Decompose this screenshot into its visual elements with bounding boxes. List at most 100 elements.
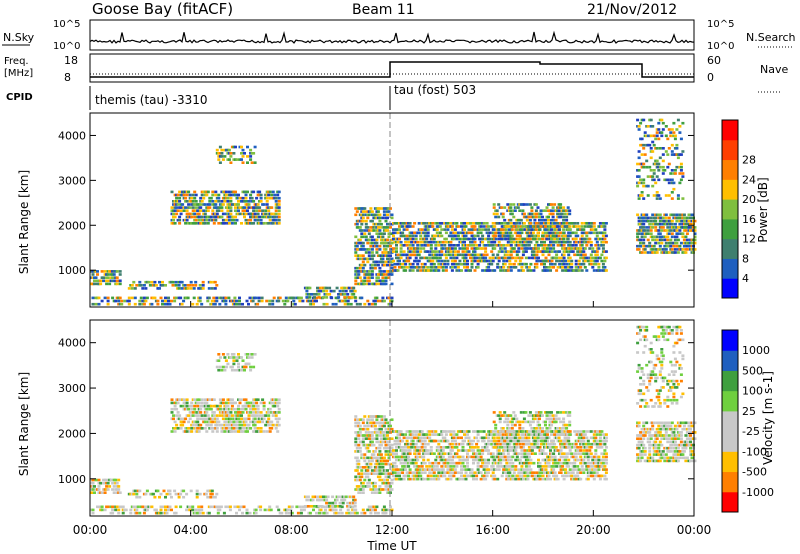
power-data-cell <box>277 218 281 222</box>
power-data-cell <box>652 172 656 175</box>
power-data-cell <box>676 238 680 242</box>
power-data-cell <box>600 259 604 263</box>
power-data-cell <box>576 234 580 238</box>
power-data-cell <box>214 203 218 206</box>
power-data-cell <box>657 241 661 245</box>
velocity-data-cell <box>398 436 401 440</box>
power-data-cell <box>573 222 577 225</box>
power-data-cell <box>185 200 189 203</box>
power-data-cell <box>640 251 644 254</box>
velocity-data-cell <box>190 401 194 405</box>
velocity-data-cell <box>446 461 450 465</box>
velocity-data-cell <box>244 407 248 411</box>
power-data-cell <box>238 212 242 216</box>
power-data-cell <box>171 284 175 287</box>
power-data-cell <box>598 222 602 225</box>
velocity-data-cell <box>243 427 246 430</box>
power-data-cell <box>493 269 497 272</box>
power-data-cell <box>497 222 501 225</box>
power-data-cell <box>215 296 219 300</box>
power-data-cell <box>220 148 224 152</box>
power-data-cell <box>675 241 679 245</box>
power-data-cell <box>550 212 553 216</box>
power-data-cell <box>274 209 278 212</box>
velocity-data-cell <box>265 430 269 433</box>
power-data-cell <box>217 209 221 212</box>
power-data-cell <box>472 244 475 247</box>
velocity-data-cell <box>358 427 362 431</box>
velocity-data-cell <box>425 433 429 436</box>
power-data-cell <box>407 240 411 244</box>
velocity-data-cell <box>378 469 382 472</box>
power-data-cell <box>232 193 236 197</box>
power-data-cell <box>672 213 676 217</box>
power-data-cell <box>434 244 438 247</box>
power-data-cell <box>91 296 95 300</box>
power-data-cell <box>221 158 225 161</box>
power-data-cell <box>111 276 115 279</box>
power-data-cell <box>420 244 424 247</box>
velocity-data-cell <box>271 414 275 417</box>
power-data-cell <box>354 213 358 217</box>
power-data-cell <box>678 181 682 185</box>
power-data-cell <box>375 232 379 235</box>
power-data-cell <box>229 212 233 216</box>
power-data-cell <box>229 152 233 155</box>
power-data-cell <box>558 250 562 253</box>
power-data-cell <box>390 257 394 261</box>
power-data-cell <box>120 302 124 306</box>
power-data-cell <box>161 302 164 306</box>
power-data-cell <box>521 253 525 257</box>
power-data-cell <box>594 256 598 260</box>
power-data-cell <box>207 296 211 300</box>
velocity-data-cell <box>390 437 394 440</box>
power-data-cell <box>466 222 469 225</box>
power-data-cell <box>583 237 587 241</box>
power-data-cell <box>661 216 665 220</box>
power-data-cell <box>270 212 274 216</box>
power-data-cell <box>658 156 662 160</box>
power-data-cell <box>510 212 514 216</box>
power-data-cell <box>384 282 388 286</box>
velocity-data-cell <box>331 495 335 499</box>
power-data-cell <box>646 184 650 188</box>
velocity-data-cell <box>106 481 110 485</box>
power-colorbar-swatch <box>722 258 738 279</box>
velocity-data-cell <box>404 433 408 436</box>
power-data-cell <box>229 200 233 203</box>
velocity-data-cell <box>384 462 388 466</box>
power-data-cell <box>405 234 409 238</box>
power-data-cell <box>390 266 394 270</box>
power-data-cell <box>500 206 504 209</box>
power-data-cell <box>202 209 206 212</box>
power-data-cell <box>238 302 241 306</box>
power-data-cell <box>378 248 382 251</box>
power-data-cell <box>319 289 322 293</box>
power-data-cell <box>574 240 578 244</box>
power-data-cell <box>402 234 406 238</box>
power-data-cell <box>642 118 646 122</box>
power-data-cell <box>479 225 483 228</box>
power-data-cell <box>378 216 382 220</box>
power-data-cell <box>470 266 474 269</box>
velocity-data-cell <box>274 414 278 417</box>
power-data-cell <box>141 302 145 306</box>
power-data-cell <box>446 228 450 231</box>
power-data-cell <box>685 244 689 248</box>
velocity-data-cell <box>230 365 234 369</box>
power-data-cell <box>123 299 127 303</box>
power-data-cell <box>455 269 459 272</box>
power-data-cell <box>210 299 214 303</box>
velocity-data-cell <box>422 458 426 462</box>
freq-series-line <box>90 61 694 78</box>
velocity-data-cell <box>136 505 140 509</box>
power-data-cell <box>464 234 468 238</box>
power-data-cell <box>485 253 489 257</box>
power-data-cell <box>428 256 432 260</box>
power-data-cell <box>661 226 665 229</box>
velocity-data-cell <box>299 511 303 515</box>
velocity-data-cell <box>237 404 240 408</box>
velocity-data-cell <box>232 362 236 366</box>
power-data-cell <box>185 193 189 197</box>
velocity-data-cell <box>423 442 427 446</box>
